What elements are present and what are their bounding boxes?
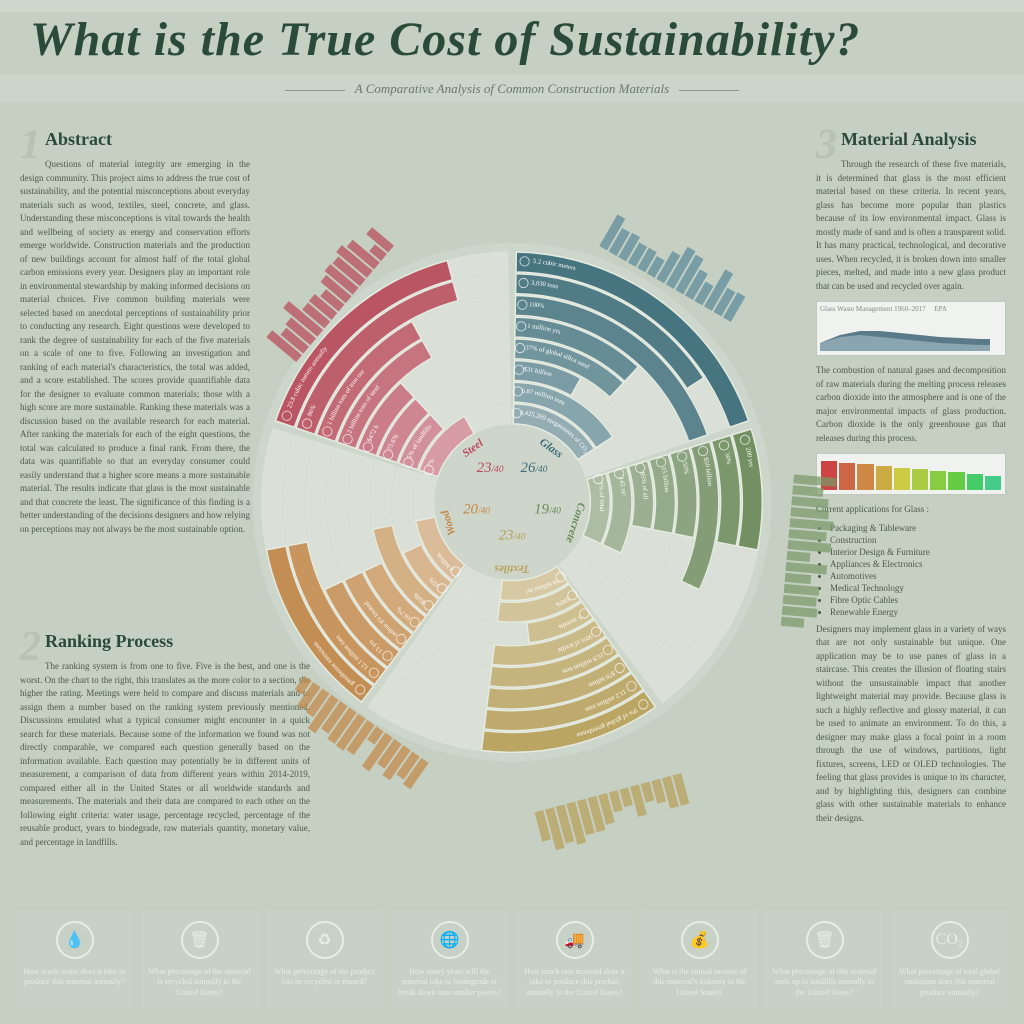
skyline-icon (526, 771, 693, 861)
question-icon: 🚚 (556, 921, 594, 959)
question-icon: CO₂ (931, 921, 969, 959)
question-icon: 🌐 (431, 921, 469, 959)
app-item: Interior Design & Furniture (830, 547, 1006, 557)
abstract-section: 1Abstract Questions of material integrit… (20, 129, 250, 536)
question-icon: 💧 (56, 921, 94, 959)
question-card: 🗑 What percentage of this material ends u… (766, 911, 883, 1008)
app-item: Construction (830, 535, 1006, 545)
question-icon: 💰 (681, 921, 719, 959)
analysis-body-3: Designers may implement glass in a varie… (816, 623, 1006, 826)
question-icon: ♻ (306, 921, 344, 959)
question-card: 🚚 How much raw material does it take to p… (516, 911, 633, 1008)
analysis-title: Material Analysis (841, 129, 977, 149)
app-item: Fibre Optic Cables (830, 595, 1006, 605)
analysis-body-1: Through the research of these five mater… (816, 158, 1006, 293)
apps-list: Packaging & Tableware Construction Interio… (830, 523, 1006, 617)
question-icon: 🗑 (181, 921, 219, 959)
question-card: CO₂ What percentage of total global emiss… (891, 911, 1008, 1008)
app-item: Automotives (830, 571, 1006, 581)
question-card: ♻ What percentage of the product can be r… (266, 911, 383, 1008)
question-text: How much raw material does it take to pr… (522, 967, 627, 998)
app-item: Packaging & Tableware (830, 523, 1006, 533)
app-item: Medical Technology (830, 583, 1006, 593)
svg-text:Textiles: Textiles (494, 563, 530, 575)
ranking-title: Ranking Process (45, 631, 173, 651)
question-text: What percentage of this material ends up… (772, 967, 877, 998)
question-text: What percentage of the material is recyc… (147, 967, 252, 998)
question-text: How many years will the material take to… (397, 967, 502, 998)
question-card: 🗑 What percentage of the material is recy… (141, 911, 258, 1008)
abstract-title: Abstract (45, 129, 112, 149)
apps-title: Current applications for Glass : (816, 503, 1006, 517)
app-item: Appliances & Electronics (830, 559, 1006, 569)
question-card: 💧 How much water does it take to produce … (16, 911, 133, 1008)
question-card: 🌐 How many years will the material take t… (391, 911, 508, 1008)
question-card: 💰 What is the annual income of this mater… (641, 911, 758, 1008)
question-text: How much water does it take to produce t… (22, 967, 127, 988)
page-title: What is the True Cost of Sustainability? (30, 12, 994, 67)
glass-emissions-chart (816, 453, 1006, 495)
glass-waste-chart: Glass Waste Management 1960–2017 EPA (816, 301, 1006, 356)
question-text: What is the annual income of this materi… (647, 967, 752, 998)
question-text: What percentage of total global emission… (897, 967, 1002, 998)
analysis-section: 3Material Analysis Through the research … (816, 129, 1006, 825)
questions-row: 💧 How much water does it take to produce … (16, 911, 1008, 1008)
page-subtitle: A Comparative Analysis of Common Constru… (0, 75, 1024, 103)
abstract-body: Questions of material integrity are emer… (20, 158, 250, 536)
question-icon: 🗑 (806, 921, 844, 959)
analysis-body-2: The combustion of natural gases and deco… (816, 364, 1006, 445)
question-text: What percentage of the product can be re… (272, 967, 377, 988)
app-item: Renewable Energy (830, 607, 1006, 617)
